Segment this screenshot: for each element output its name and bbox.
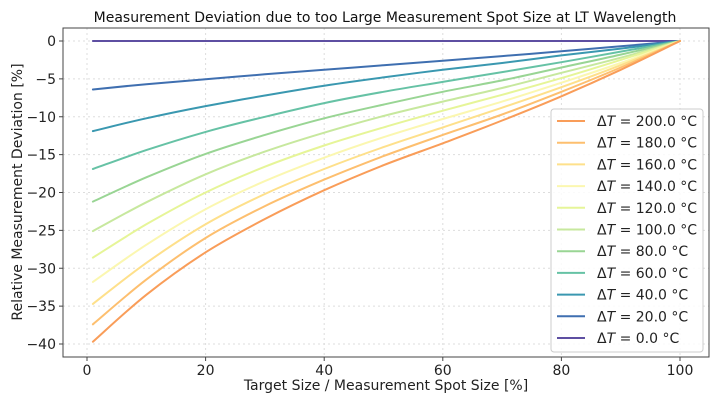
y-tick-label: −30 <box>26 261 56 277</box>
legend: ΔT = 200.0 °C ΔT = 180.0 °C ΔT = 160.0 °C Δ… <box>550 108 704 353</box>
legend-item: ΔT = 200.0 °C <box>557 114 697 130</box>
legend-label: ΔT = 60.0 °C <box>597 266 688 282</box>
legend-label: ΔT = 20.0 °C <box>597 309 688 325</box>
legend-label: ΔT = 120.0 °C <box>597 201 697 217</box>
legend-item: ΔT = 120.0 °C <box>557 201 697 217</box>
series-line <box>91 40 681 233</box>
legend-label: ΔT = 140.0 °C <box>597 179 697 195</box>
x-axis: 0 20 40 60 80 100 <box>83 357 694 379</box>
x-axis-label: Target Size / Measurement Spot Size [%] <box>243 378 528 394</box>
y-tick-label: −15 <box>26 148 56 164</box>
series-line <box>91 40 681 283</box>
y-tick-label: −35 <box>26 299 56 315</box>
legend-item: ΔT = 160.0 °C <box>557 157 697 173</box>
legend-item: ΔT = 20.0 °C <box>557 309 688 325</box>
series-line <box>91 40 681 133</box>
series-line <box>91 40 681 91</box>
y-tick-label: −20 <box>26 186 56 202</box>
x-tick-label: 0 <box>83 363 92 379</box>
legend-label: ΔT = 160.0 °C <box>597 157 697 173</box>
legend-label: ΔT = 0.0 °C <box>597 331 679 347</box>
y-tick-label: 0 <box>47 34 56 50</box>
y-tick-label: −25 <box>26 223 56 239</box>
x-tick-label: 40 <box>315 363 333 379</box>
series-line <box>91 40 681 343</box>
x-tick-label: 80 <box>552 363 570 379</box>
y-tick-label: −10 <box>26 110 56 126</box>
x-tick-label: 60 <box>434 363 452 379</box>
series-line <box>91 40 681 203</box>
legend-label: ΔT = 200.0 °C <box>597 114 697 130</box>
legend-label: ΔT = 180.0 °C <box>597 136 697 152</box>
legend-item: ΔT = 60.0 °C <box>557 266 688 282</box>
legend-label: ΔT = 100.0 °C <box>597 223 697 239</box>
chart-title: Measurement Deviation due to too Large M… <box>94 10 677 26</box>
series-line <box>91 40 681 170</box>
x-tick-label: 100 <box>667 363 694 379</box>
legend-item: ΔT = 0.0 °C <box>557 331 679 347</box>
legend-item: ΔT = 100.0 °C <box>557 223 697 239</box>
x-tick-label: 20 <box>197 363 215 379</box>
legend-item: ΔT = 180.0 °C <box>557 136 697 152</box>
legend-item: ΔT = 80.0 °C <box>557 244 688 260</box>
legend-item: ΔT = 40.0 °C <box>557 288 688 304</box>
y-axis: 0 −5 −10 −15 −20 −25 −30 −35 −40 <box>26 34 63 353</box>
series-line <box>91 40 681 259</box>
y-axis-label: Relative Measurement Deviation [%] <box>10 63 26 320</box>
series-layer <box>91 40 681 343</box>
y-tick-label: −40 <box>26 337 56 353</box>
legend-label: ΔT = 40.0 °C <box>597 288 688 304</box>
legend-label: ΔT = 80.0 °C <box>597 244 688 260</box>
legend-box <box>550 108 704 353</box>
legend-item: ΔT = 140.0 °C <box>557 179 697 195</box>
series-line <box>91 40 681 305</box>
series-line <box>91 40 681 326</box>
y-tick-label: −5 <box>35 72 56 88</box>
